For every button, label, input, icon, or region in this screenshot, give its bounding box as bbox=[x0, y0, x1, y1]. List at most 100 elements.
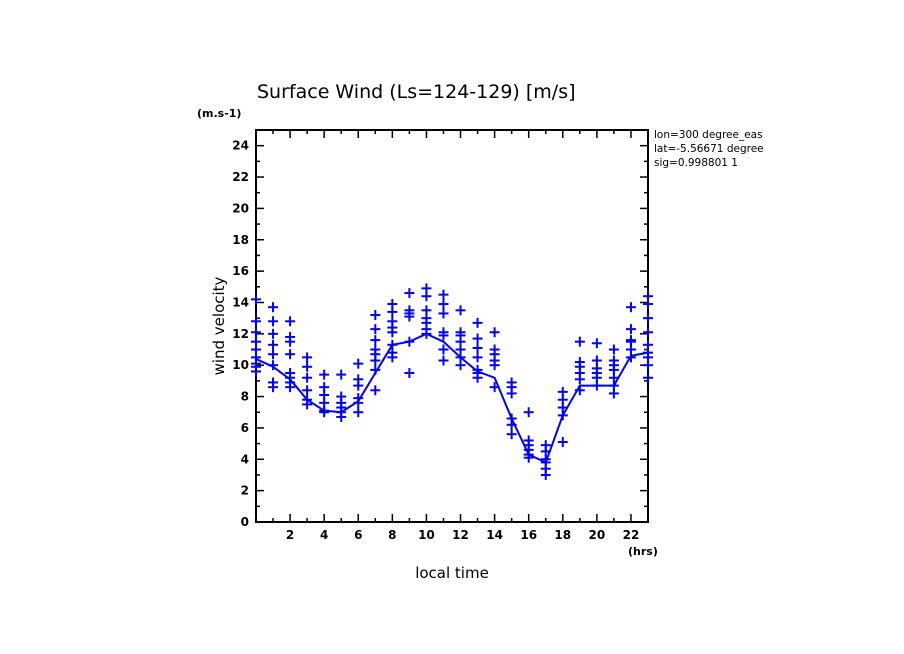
scatter-point bbox=[336, 369, 347, 380]
scatter-point bbox=[404, 368, 415, 379]
scatter-point bbox=[302, 399, 313, 410]
y-tick-label: 10 bbox=[232, 358, 249, 372]
y-tick-label: 4 bbox=[241, 452, 249, 466]
scatter-point bbox=[387, 327, 398, 338]
scatter-point bbox=[540, 469, 551, 480]
scatter-point bbox=[251, 327, 261, 338]
info-lat: lat=-5.56671 degree bbox=[654, 143, 764, 155]
scatter-point bbox=[251, 366, 261, 377]
scatter-point bbox=[285, 382, 296, 393]
scatter-point bbox=[353, 407, 364, 418]
y-tick-label: 20 bbox=[232, 201, 249, 215]
scatter-point bbox=[353, 380, 364, 391]
scatter-point bbox=[591, 338, 602, 349]
scatter-point bbox=[489, 360, 500, 371]
x-tick-label: 6 bbox=[354, 528, 362, 542]
scatter-point bbox=[574, 336, 585, 347]
x-tick-label: 20 bbox=[589, 528, 606, 542]
x-tick-label: 16 bbox=[520, 528, 537, 542]
scatter-point bbox=[285, 349, 296, 360]
scatter-point bbox=[370, 310, 381, 321]
x-tick-label: 8 bbox=[388, 528, 396, 542]
scatter-point bbox=[370, 355, 381, 366]
info-sig: sig=0.998801 1 bbox=[654, 157, 738, 169]
scatter-point bbox=[268, 328, 279, 339]
scatter-point bbox=[336, 411, 347, 422]
x-tick-label: 2 bbox=[286, 528, 294, 542]
y-tick-label: 22 bbox=[232, 170, 249, 184]
y-tick-label: 24 bbox=[232, 139, 249, 153]
scatter-point bbox=[608, 388, 619, 399]
scatter-point bbox=[421, 291, 432, 302]
y-axis-label: wind velocity bbox=[210, 276, 228, 375]
scatter-point bbox=[472, 352, 483, 363]
scatter-point bbox=[643, 327, 653, 338]
scatter-point bbox=[489, 327, 500, 338]
plot-frame bbox=[255, 129, 649, 523]
scatter-point bbox=[268, 349, 279, 360]
scatter-point bbox=[387, 306, 398, 317]
scatter-point bbox=[268, 302, 279, 313]
scatter-point bbox=[557, 437, 568, 448]
scatter-point bbox=[438, 330, 449, 341]
y-tick-label: 16 bbox=[232, 264, 249, 278]
scatter-point bbox=[472, 333, 483, 344]
scatter-point bbox=[574, 374, 585, 385]
scatter-point bbox=[285, 316, 296, 327]
scatter-point bbox=[643, 313, 653, 324]
scatter-point bbox=[387, 352, 398, 363]
scatter-point bbox=[625, 324, 636, 335]
scatter-point bbox=[438, 289, 449, 300]
scatter-point bbox=[268, 316, 279, 327]
scatter-point bbox=[506, 429, 517, 440]
x-units-label: (hrs) bbox=[628, 545, 658, 558]
info-lon: lon=300 degree_eas bbox=[654, 129, 763, 141]
y-tick-label: 14 bbox=[232, 295, 249, 309]
chart-title: Surface Wind (Ls=124-129) [m/s] bbox=[257, 81, 576, 103]
scatter-point bbox=[643, 372, 653, 383]
mean-line bbox=[255, 332, 649, 464]
x-tick-label: 14 bbox=[486, 528, 503, 542]
scatter-point bbox=[438, 355, 449, 366]
scatter-point bbox=[455, 305, 466, 316]
scatter-point bbox=[438, 299, 449, 310]
scatter-point bbox=[319, 369, 330, 380]
scatter-point bbox=[438, 344, 449, 355]
scatter-point bbox=[268, 382, 279, 393]
scatter-point bbox=[302, 361, 313, 372]
scatter-point bbox=[438, 308, 449, 319]
y-tick-label: 8 bbox=[241, 390, 249, 404]
scatter-point bbox=[251, 316, 261, 327]
scatter-point bbox=[455, 360, 466, 371]
scatter-point bbox=[608, 344, 619, 355]
y-tick-label: 0 bbox=[241, 515, 249, 529]
scatter-point bbox=[319, 407, 330, 418]
scatter-point bbox=[251, 294, 261, 305]
scatter-point bbox=[643, 299, 653, 310]
y-tick-label: 6 bbox=[241, 421, 249, 435]
scatter-point bbox=[268, 339, 279, 350]
data-marks bbox=[251, 283, 653, 480]
scatter-point bbox=[404, 288, 415, 299]
scatter-point bbox=[285, 336, 296, 347]
x-tick-label: 10 bbox=[418, 528, 435, 542]
y-tick-label: 18 bbox=[232, 233, 249, 247]
x-tick-label: 4 bbox=[320, 528, 328, 542]
scatter-point bbox=[472, 372, 483, 383]
scatter-point bbox=[404, 311, 415, 322]
scatter-point bbox=[302, 385, 313, 396]
scatter-point bbox=[523, 407, 534, 418]
scatter-point bbox=[643, 360, 653, 371]
scatter-point bbox=[302, 372, 313, 383]
y-tick-label: 2 bbox=[241, 484, 249, 498]
x-tick-label: 22 bbox=[623, 528, 640, 542]
x-axis-label: local time bbox=[415, 564, 489, 582]
y-units-label: (m.s-1) bbox=[197, 107, 241, 120]
x-tick-label: 12 bbox=[452, 528, 469, 542]
x-tick-label: 18 bbox=[554, 528, 571, 542]
y-tick-label: 12 bbox=[232, 327, 249, 341]
scatter-point bbox=[472, 317, 483, 328]
scatter-point bbox=[302, 352, 313, 363]
